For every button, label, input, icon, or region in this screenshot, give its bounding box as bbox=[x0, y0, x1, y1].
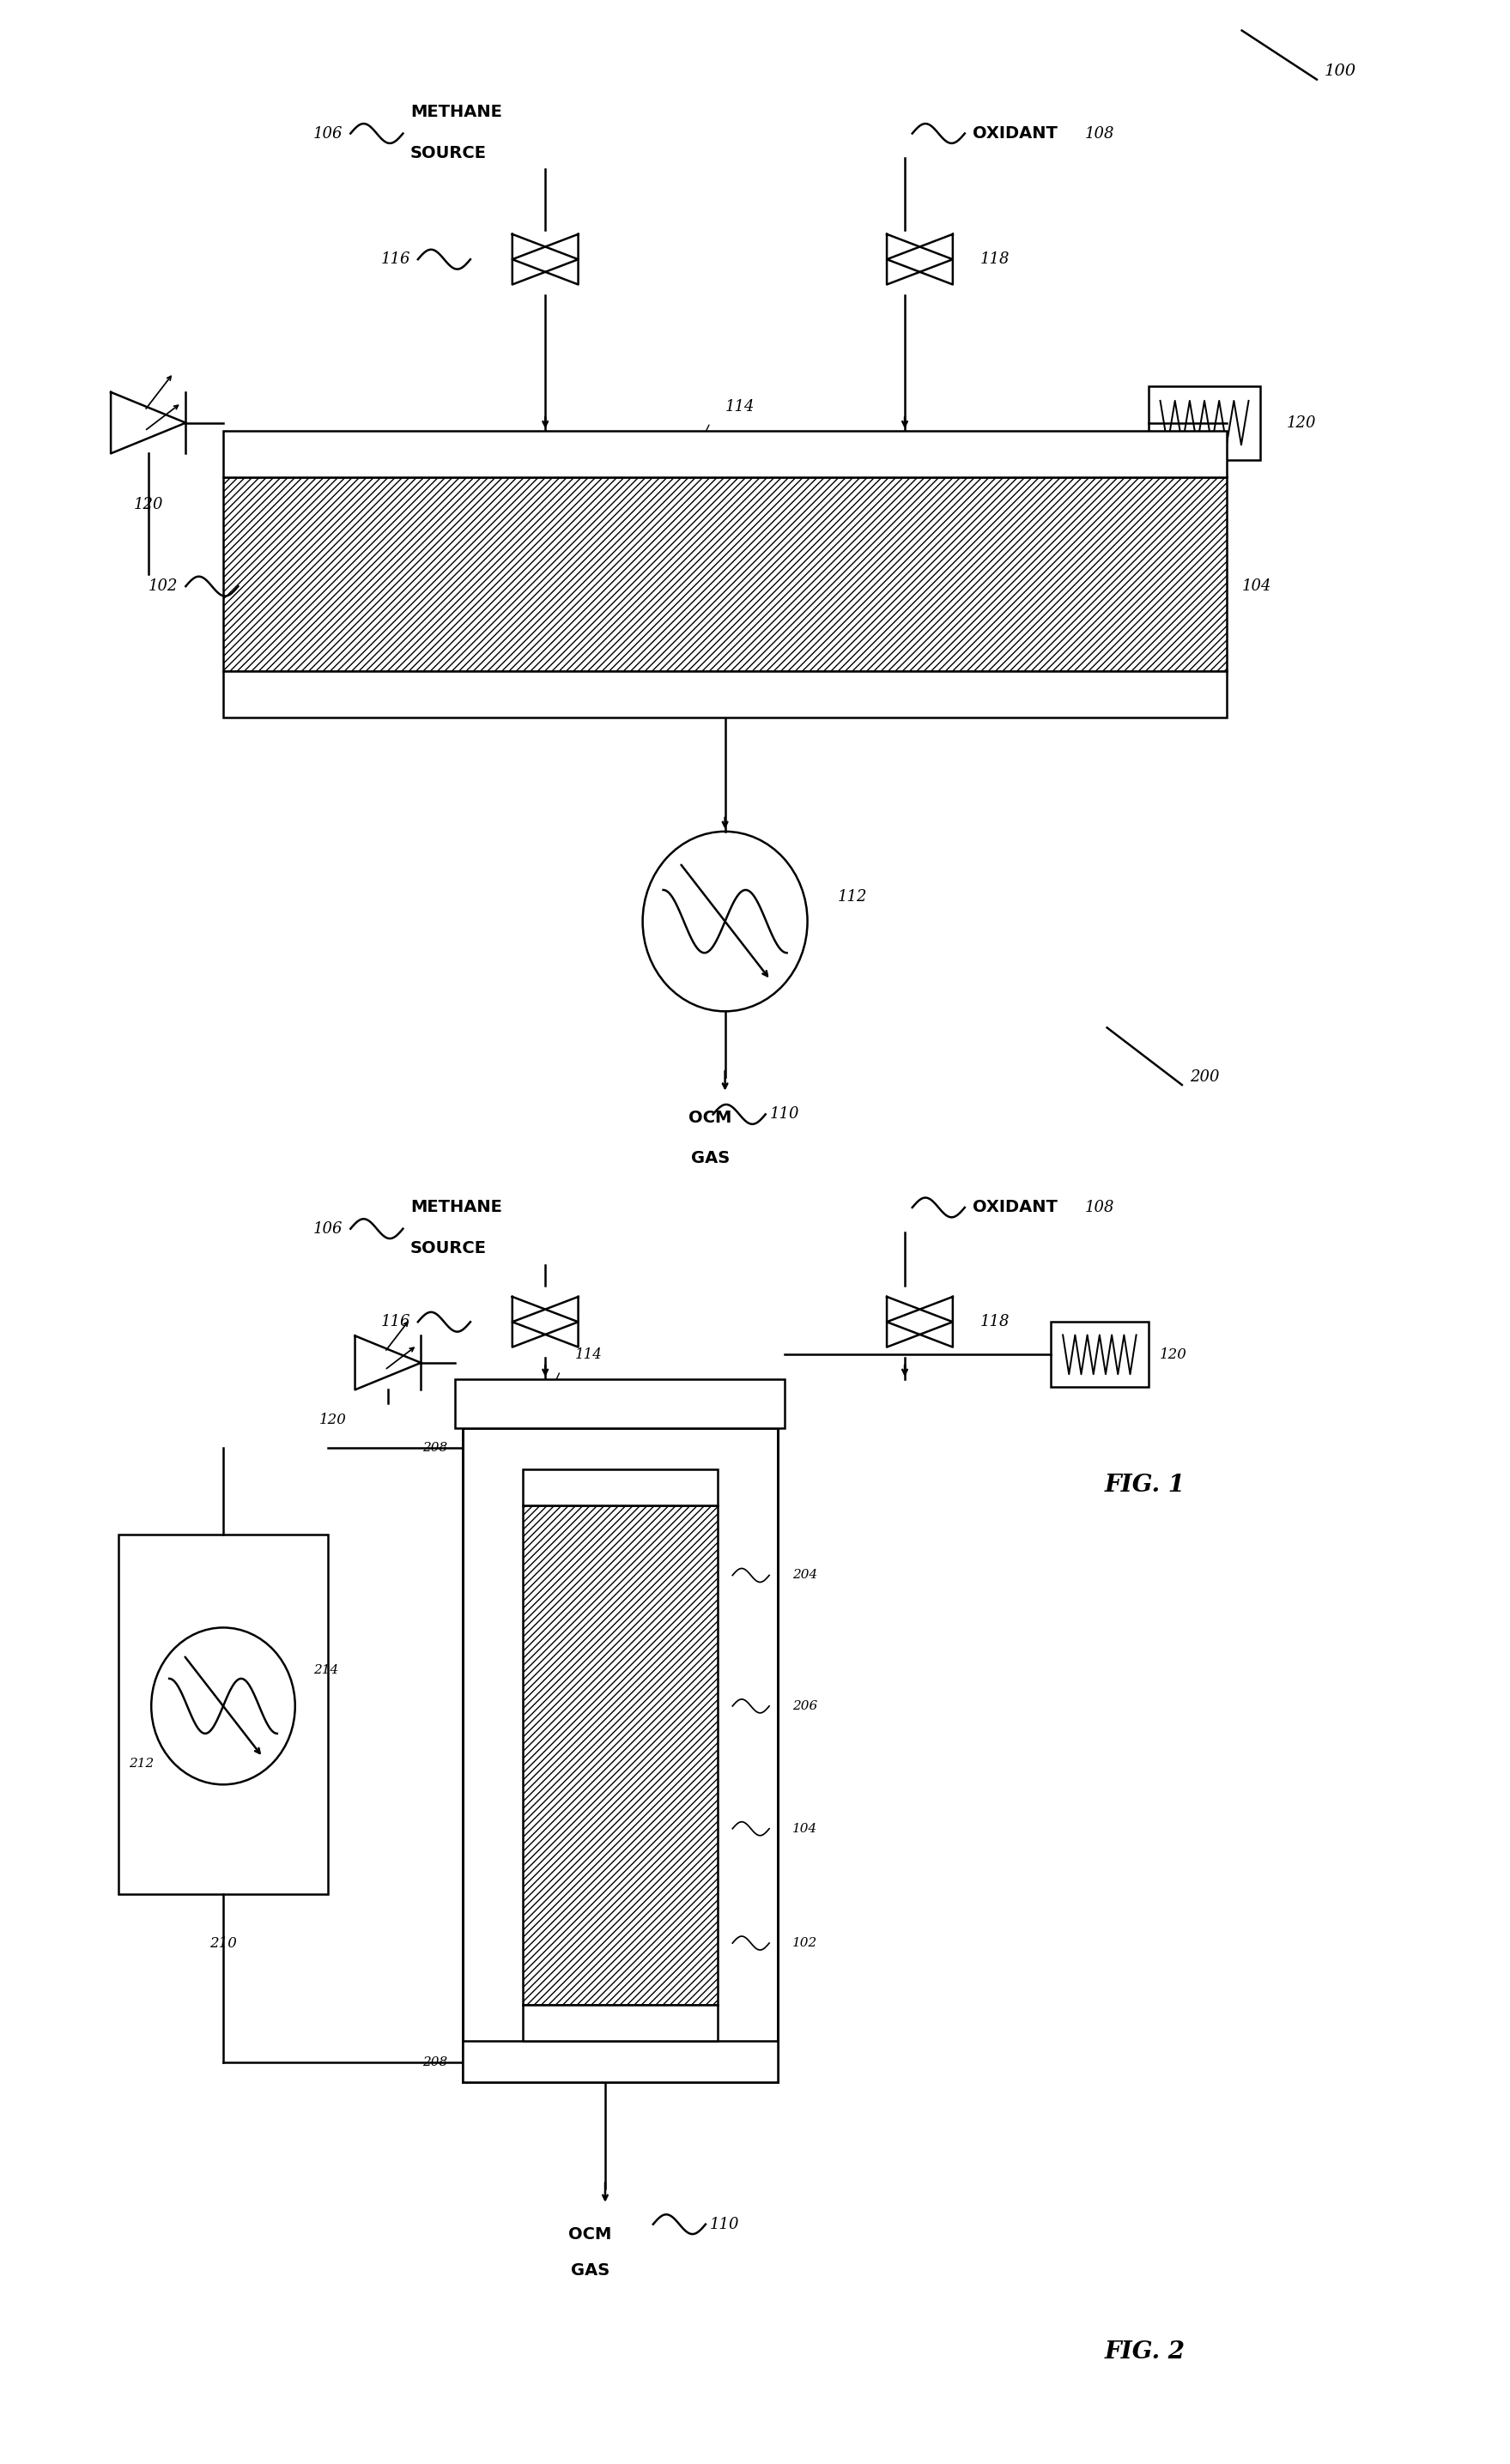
Bar bbox=[464, 1429, 778, 2082]
Text: 200: 200 bbox=[1190, 1069, 1219, 1084]
Text: 106: 106 bbox=[314, 1222, 343, 1237]
Text: OCM: OCM bbox=[689, 1109, 732, 1126]
Bar bbox=[1148, 387, 1261, 461]
Text: METHANE: METHANE bbox=[411, 1200, 503, 1215]
Text: 116: 116 bbox=[381, 1313, 411, 1331]
Text: 112: 112 bbox=[838, 890, 867, 904]
Text: 214: 214 bbox=[313, 1663, 338, 1676]
Text: 204: 204 bbox=[793, 1570, 817, 1582]
Text: FIG. 1: FIG. 1 bbox=[1104, 1473, 1185, 1498]
Text: GAS: GAS bbox=[571, 2262, 610, 2279]
Text: 208: 208 bbox=[423, 1441, 448, 1454]
Bar bbox=[223, 476, 1228, 670]
Text: 116: 116 bbox=[381, 251, 411, 266]
Bar bbox=[223, 431, 1228, 476]
Text: 118: 118 bbox=[980, 251, 1009, 266]
Text: 110: 110 bbox=[770, 1106, 800, 1121]
Text: OCM: OCM bbox=[569, 2225, 612, 2242]
Text: OXIDANT: OXIDANT bbox=[972, 126, 1057, 140]
Text: SOURCE: SOURCE bbox=[411, 1239, 486, 1257]
Bar bbox=[522, 1469, 717, 1506]
Text: 114: 114 bbox=[725, 399, 755, 414]
Bar bbox=[522, 2006, 717, 2040]
Text: 206: 206 bbox=[793, 1700, 817, 1712]
Text: 110: 110 bbox=[710, 2218, 740, 2232]
Text: 108: 108 bbox=[1084, 126, 1114, 140]
Text: 104: 104 bbox=[1241, 579, 1271, 594]
Bar bbox=[118, 1535, 328, 1895]
Text: 114: 114 bbox=[575, 1348, 602, 1363]
Text: SOURCE: SOURCE bbox=[411, 145, 486, 160]
Text: 106: 106 bbox=[314, 126, 343, 140]
Text: 102: 102 bbox=[793, 1937, 817, 1949]
Text: 120: 120 bbox=[319, 1412, 346, 1427]
Bar bbox=[1051, 1321, 1148, 1387]
Text: 210: 210 bbox=[210, 1937, 237, 1951]
Text: FIG. 2: FIG. 2 bbox=[1104, 2341, 1185, 2363]
Text: 120: 120 bbox=[1287, 414, 1317, 431]
Bar bbox=[464, 2040, 778, 2082]
Text: 100: 100 bbox=[1324, 64, 1356, 79]
Bar bbox=[223, 670, 1228, 717]
Text: 208: 208 bbox=[423, 2057, 448, 2067]
Text: 108: 108 bbox=[1084, 1200, 1114, 1215]
Bar bbox=[456, 1380, 785, 1429]
Text: 118: 118 bbox=[980, 1313, 1009, 1331]
Text: 120: 120 bbox=[1160, 1348, 1187, 1363]
Text: OXIDANT: OXIDANT bbox=[972, 1200, 1057, 1215]
Text: 104: 104 bbox=[793, 1823, 817, 1836]
Text: METHANE: METHANE bbox=[411, 103, 503, 121]
Text: 102: 102 bbox=[148, 579, 178, 594]
Text: 120: 120 bbox=[133, 498, 163, 513]
Bar bbox=[522, 1506, 717, 2006]
Text: GAS: GAS bbox=[690, 1151, 729, 1165]
Text: 212: 212 bbox=[128, 1757, 154, 1769]
